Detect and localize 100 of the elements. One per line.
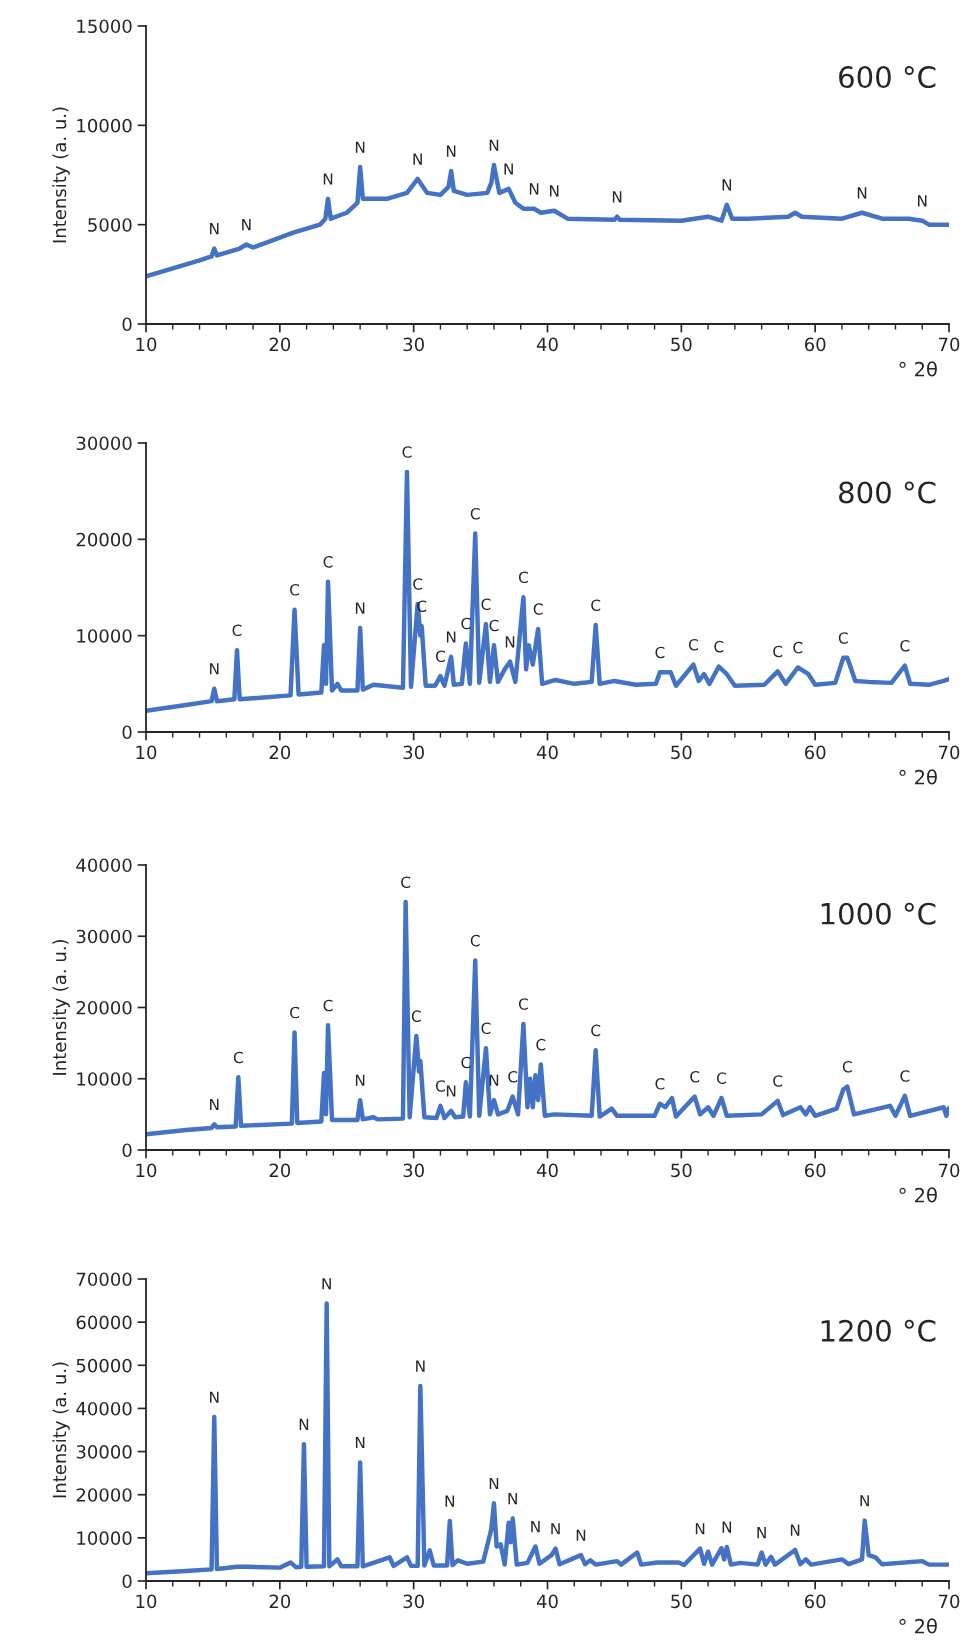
annotation: N bbox=[355, 1074, 365, 1086]
annotation: 1000 °C bbox=[821, 902, 936, 925]
annotation: C bbox=[290, 584, 300, 596]
annotation: N bbox=[918, 195, 927, 207]
x-tick-label: 40 bbox=[536, 1594, 558, 1609]
y-axis-title: Intensity (a. u.) bbox=[52, 1362, 70, 1498]
annotation: C bbox=[838, 632, 848, 644]
annotation: N bbox=[695, 1523, 705, 1535]
annotation: C bbox=[533, 603, 543, 615]
x-tick-label: 20 bbox=[269, 1594, 291, 1609]
x-tick-label: 20 bbox=[269, 745, 291, 760]
x-tick-label: 40 bbox=[536, 337, 558, 352]
x-tick-label: 70 bbox=[938, 745, 960, 760]
annotation: C bbox=[591, 1024, 601, 1037]
annotation: N bbox=[210, 223, 219, 235]
x-tick-label: 30 bbox=[403, 1163, 424, 1178]
line-series bbox=[146, 469, 949, 714]
annotation: C bbox=[655, 646, 665, 659]
y-axis-title: Intensity (a. u.) bbox=[52, 939, 70, 1075]
y-tick-label: 20000 bbox=[76, 1000, 132, 1015]
annotation: N bbox=[531, 1521, 540, 1533]
annotation: C bbox=[717, 1072, 726, 1084]
annotation: C bbox=[518, 998, 528, 1010]
annotation: C bbox=[655, 1078, 665, 1090]
x-tick-label: 40 bbox=[536, 745, 558, 760]
annotation: C bbox=[323, 556, 333, 568]
x-tick-label: 30 bbox=[403, 337, 424, 352]
y-tick-label: 40000 bbox=[76, 858, 132, 873]
annotation: C bbox=[470, 934, 480, 947]
annotation: N bbox=[757, 1527, 766, 1539]
annotation: N bbox=[446, 145, 456, 157]
annotation: C bbox=[232, 624, 242, 637]
x-tick-label: 70 bbox=[938, 1594, 960, 1609]
annotation: 600 °C bbox=[839, 66, 936, 89]
annotation: C bbox=[508, 1070, 518, 1083]
x-tick-label: 10 bbox=[136, 1594, 157, 1609]
x-tick-label: 50 bbox=[671, 745, 692, 760]
annotation: N bbox=[722, 179, 732, 191]
y-tick-label: 0 bbox=[122, 317, 132, 332]
annotation: N bbox=[446, 1085, 456, 1097]
y-tick-label: 15000 bbox=[77, 19, 132, 34]
annotation: C bbox=[591, 599, 601, 611]
annotation: C bbox=[714, 640, 724, 653]
x-axis-title: ° 2θ bbox=[899, 361, 937, 377]
annotation: N bbox=[722, 1521, 732, 1533]
annotation: N bbox=[551, 1523, 560, 1535]
y-tick-label: 30000 bbox=[76, 929, 132, 944]
annotation: C bbox=[402, 446, 412, 458]
annotation: C bbox=[481, 1022, 491, 1035]
y-tick-label: 5000 bbox=[88, 218, 132, 232]
annotation: C bbox=[536, 1038, 546, 1051]
annotation: N bbox=[322, 1278, 331, 1290]
annotation: N bbox=[508, 1493, 517, 1505]
annotation: C bbox=[688, 638, 698, 651]
annotation: N bbox=[857, 187, 867, 199]
annotation: N bbox=[210, 1098, 219, 1111]
annotation: N bbox=[549, 185, 559, 197]
x-tick-label: 60 bbox=[804, 337, 826, 352]
annotation: C bbox=[233, 1051, 243, 1064]
annotation: C bbox=[900, 1070, 910, 1082]
annotation: N bbox=[445, 1495, 455, 1507]
annotation: C bbox=[290, 1006, 300, 1019]
annotation: N bbox=[489, 1477, 499, 1490]
annotation: N bbox=[413, 153, 422, 165]
annotation: N bbox=[323, 173, 333, 185]
x-tick-label: 30 bbox=[403, 745, 424, 760]
y-tick-label: 10000 bbox=[77, 118, 132, 133]
annotation: C bbox=[793, 641, 803, 654]
x-tick-label: 30 bbox=[403, 1594, 424, 1609]
y-tick-label: 0 bbox=[122, 1574, 132, 1589]
y-axis-title: Intensity (a. u.) bbox=[52, 107, 70, 243]
annotation: C bbox=[435, 1080, 445, 1092]
annotation: C bbox=[900, 639, 910, 652]
x-tick-label: 70 bbox=[938, 1163, 960, 1178]
annotation: 800 °C bbox=[839, 481, 936, 504]
x-tick-label: 20 bbox=[269, 337, 291, 352]
x-tick-label: 60 bbox=[804, 1594, 826, 1609]
y-tick-label: 30000 bbox=[76, 1445, 132, 1459]
annotation: C bbox=[481, 598, 491, 611]
y-tick-label: 0 bbox=[122, 725, 132, 740]
annotation: C bbox=[773, 645, 783, 658]
annotation: C bbox=[323, 999, 333, 1012]
annotation: C bbox=[413, 578, 423, 590]
x-axis-title: ° 2θ bbox=[899, 1618, 937, 1634]
annotation: N bbox=[242, 219, 251, 231]
x-tick-label: 60 bbox=[804, 1163, 826, 1178]
x-tick-label: 10 bbox=[136, 745, 157, 760]
annotation: N bbox=[416, 1360, 425, 1372]
annotation: C bbox=[470, 507, 480, 520]
annotation: N bbox=[446, 631, 456, 643]
annotation: N bbox=[355, 1436, 365, 1449]
annotation: N bbox=[210, 1391, 219, 1403]
annotation: C bbox=[518, 571, 528, 584]
y-tick-label: 0 bbox=[122, 1143, 132, 1158]
annotation: N bbox=[612, 191, 622, 203]
annotation: N bbox=[355, 141, 365, 153]
y-tick-label: 30000 bbox=[76, 436, 132, 451]
x-tick-label: 10 bbox=[136, 337, 157, 352]
annotation: C bbox=[773, 1075, 783, 1087]
x-tick-label: 50 bbox=[671, 1163, 692, 1178]
